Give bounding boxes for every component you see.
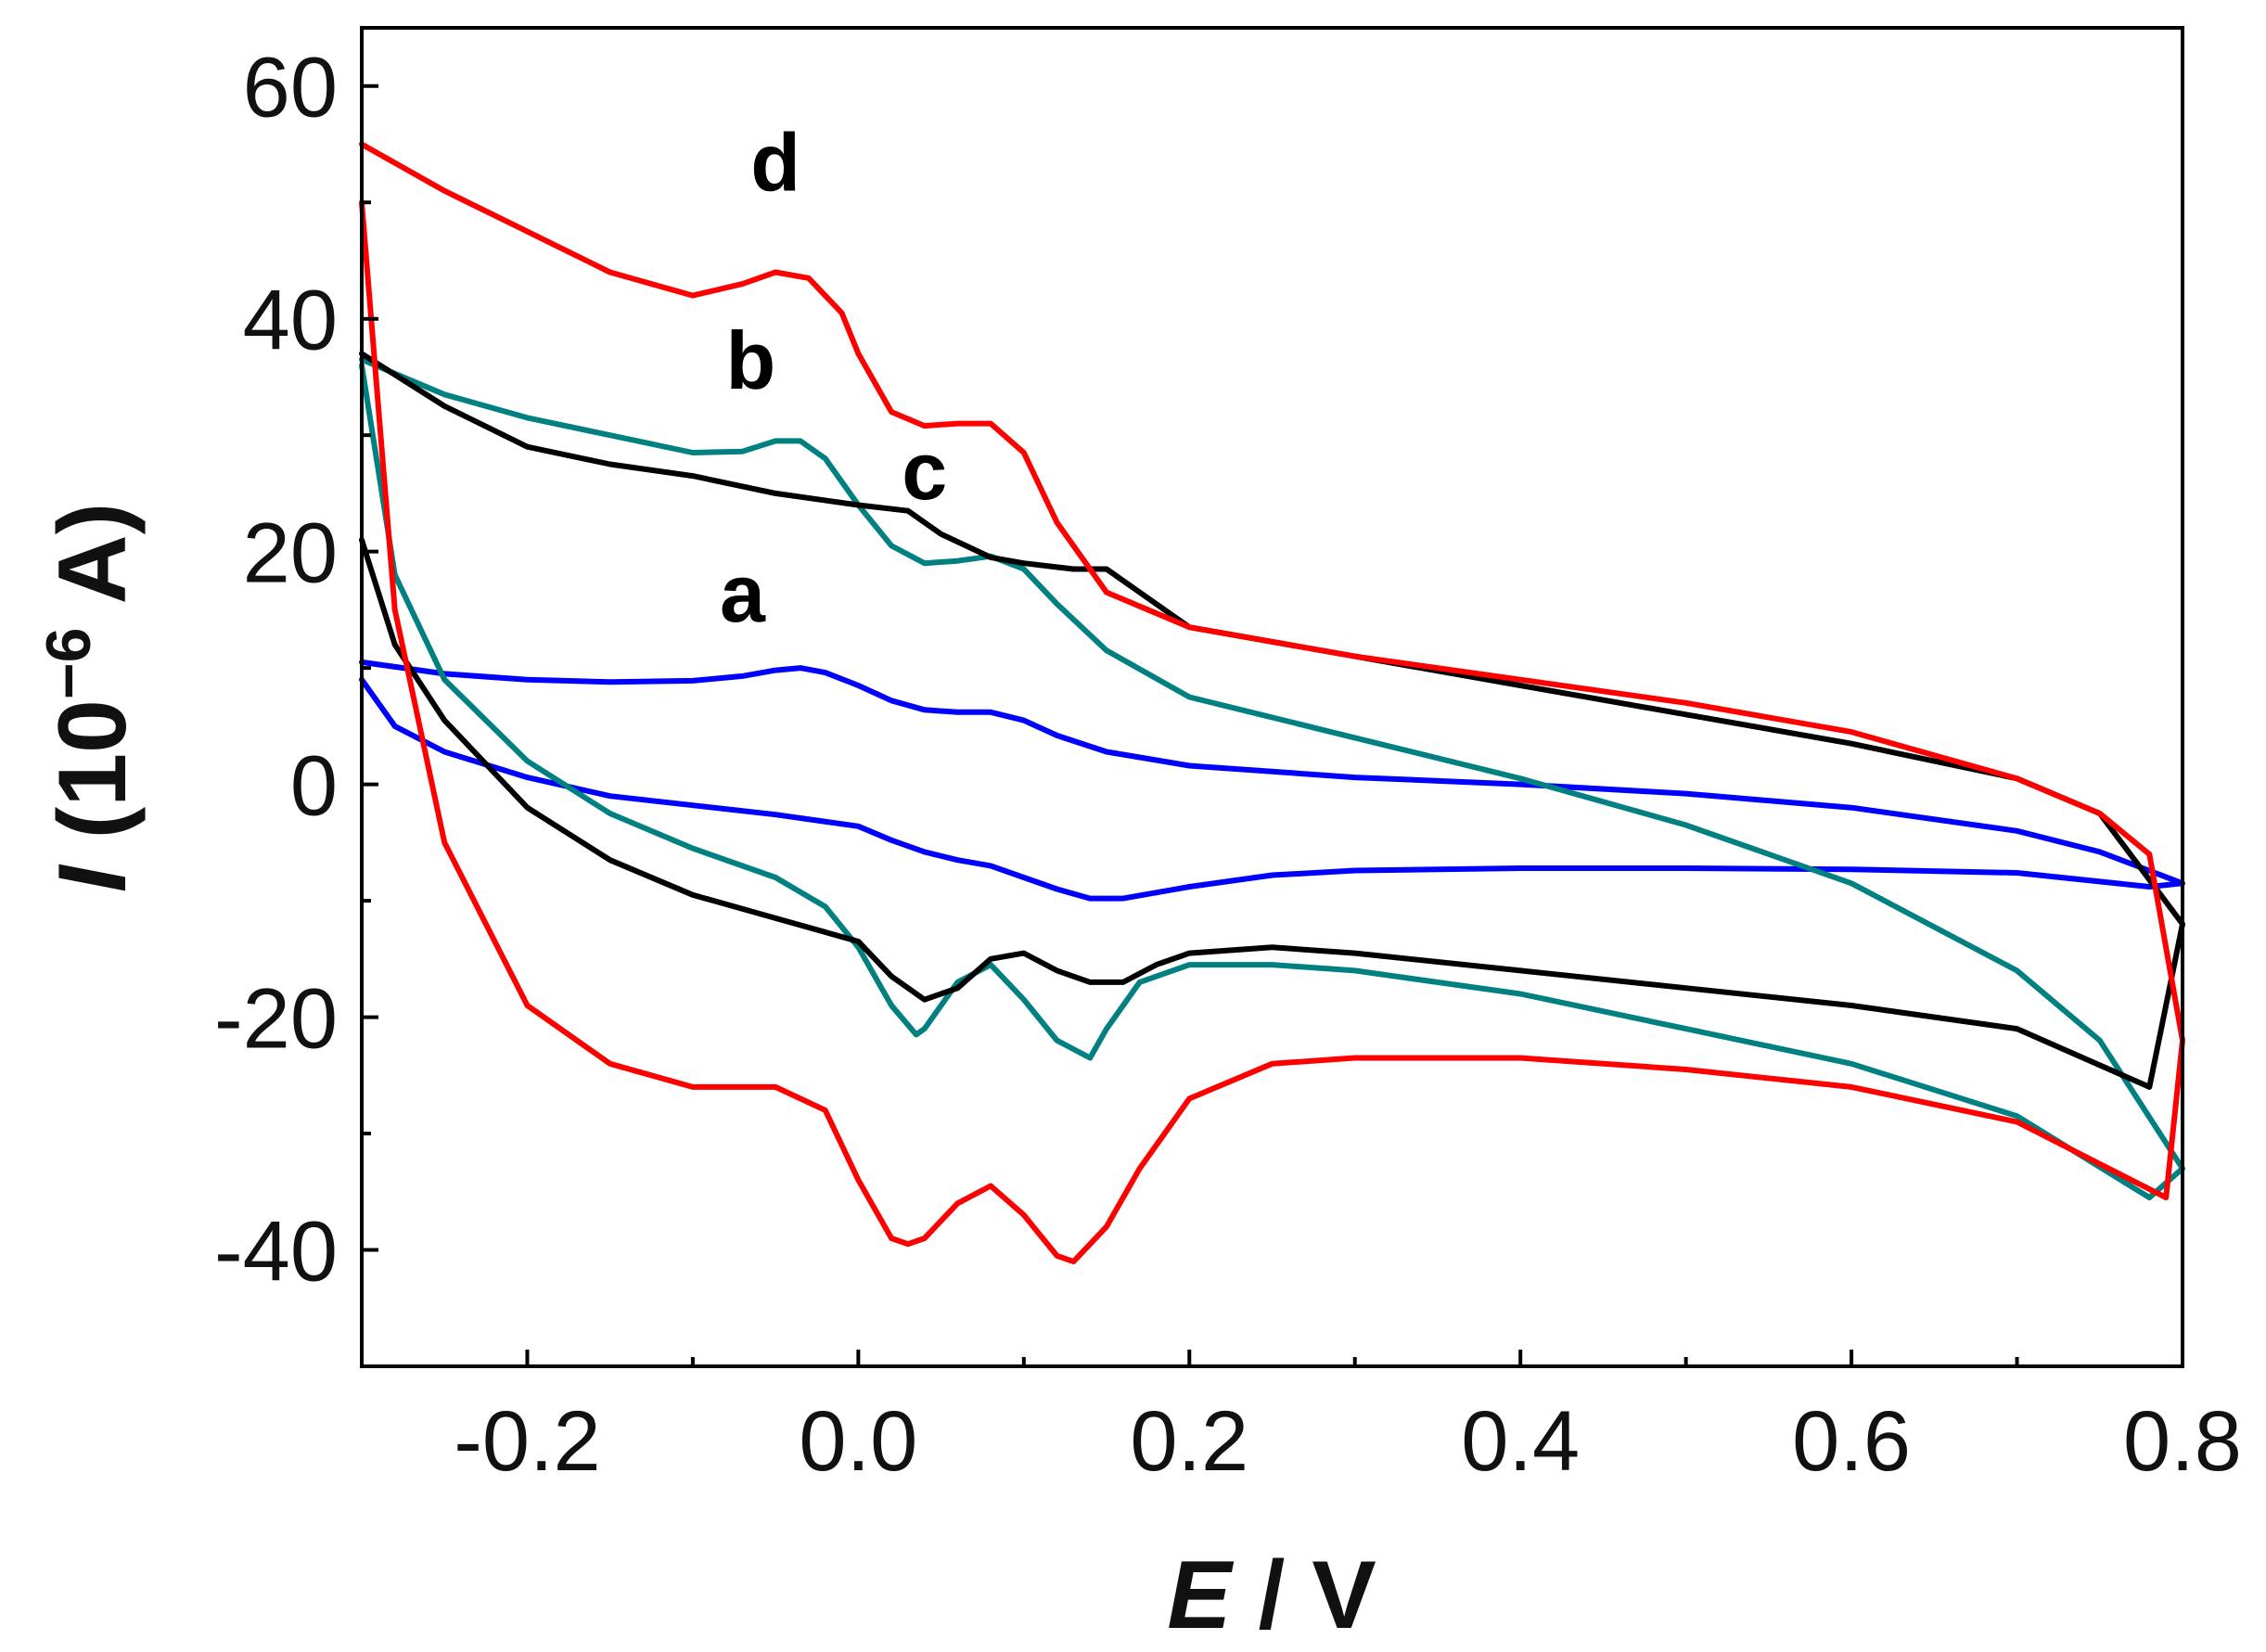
curve-label-d: d	[750, 117, 800, 209]
y-axis-title: I (10−6 A)	[33, 503, 147, 892]
y-tick-label: 60	[243, 41, 338, 135]
x-tick-label: 0.0	[799, 1394, 917, 1489]
curve-d	[359, 141, 2185, 1265]
plot-frame	[360, 26, 2184, 1368]
x-tick-label: 0.8	[2123, 1394, 2242, 1489]
x-axis-title: E / V	[1167, 1542, 1376, 1649]
x-tick-label: -0.2	[454, 1394, 601, 1489]
curve-label-c: c	[902, 425, 947, 517]
y-axis-unit-prefix: (10	[39, 699, 147, 865]
x-tick-label: 0.4	[1461, 1394, 1580, 1489]
tick-layer	[360, 83, 2184, 1368]
x-axis-unit: / V	[1232, 1542, 1376, 1649]
curve-c	[359, 351, 2185, 1090]
curve-label-a: a	[720, 547, 766, 639]
y-tick-label: -20	[214, 972, 338, 1067]
curve-layer	[359, 141, 2185, 1265]
y-tick-label: 20	[243, 506, 338, 601]
curve-label-b: b	[725, 314, 775, 406]
curve-a	[359, 659, 2185, 902]
y-axis-unit-exponent: −6	[33, 628, 104, 700]
x-tick-label: 0.2	[1130, 1394, 1248, 1489]
y-tick-label: -40	[214, 1205, 338, 1300]
y-tick-label: 40	[243, 274, 338, 368]
x-tick-label: 0.6	[1792, 1394, 1911, 1489]
y-tick-label: 0	[290, 739, 338, 834]
y-axis-unit-suffix: A)	[39, 503, 147, 628]
curve-label-layer: a b c d	[720, 117, 947, 639]
tick-label-layer: -0.2 0.0 0.2 0.4 0.6 0.8 -40 -20 0 20 40 60	[214, 41, 2242, 1489]
y-axis-symbol: I	[39, 864, 147, 892]
x-axis-symbol: E	[1167, 1542, 1234, 1649]
